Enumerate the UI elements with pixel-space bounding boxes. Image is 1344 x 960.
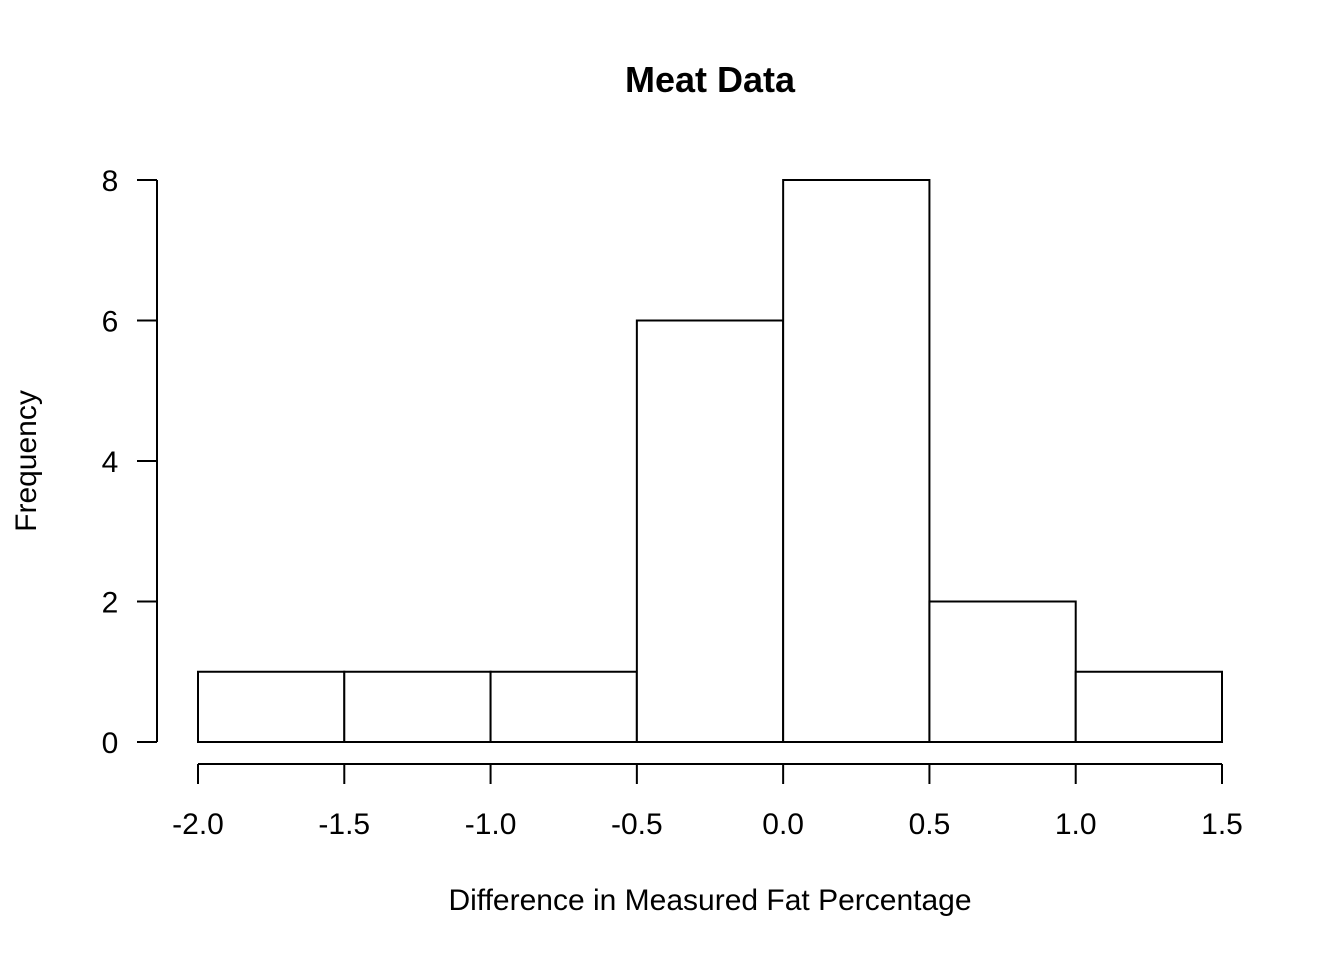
y-axis-ticks: 0 2 4 6 8 — [102, 165, 157, 760]
x-axis-ticks: -2.0 -1.5 -1.0 -0.5 0.0 0.5 1.0 1.5 — [172, 764, 1243, 841]
x-axis-label: Difference in Measured Fat Percentage — [448, 884, 971, 917]
y-axis-label: Frequency — [10, 390, 43, 532]
histogram-bar-3 — [635, 319, 785, 743]
y-tick-label-3: 6 — [102, 306, 119, 339]
y-tick-label-4: 8 — [102, 165, 119, 198]
histogram-bars — [197, 179, 1223, 743]
histogram-bar-1 — [343, 670, 492, 743]
histogram-bar-4 — [782, 179, 931, 743]
x-tick-label-4: 0.0 — [762, 808, 804, 841]
x-axis: -2.0 -1.5 -1.0 -0.5 0.0 0.5 1.0 1.5 — [172, 763, 1243, 841]
y-tick-label-2: 4 — [102, 446, 119, 479]
x-tick-label-2: -1.0 — [465, 808, 517, 841]
x-tick-label-3: -0.5 — [611, 808, 663, 841]
histogram-bar-0 — [197, 670, 346, 743]
y-axis: 0 2 4 6 8 — [102, 165, 158, 760]
x-tick-label-7: 1.5 — [1201, 808, 1243, 841]
x-tick-label-6: 1.0 — [1055, 808, 1097, 841]
x-tick-label-0: -2.0 — [172, 808, 224, 841]
histogram-bar-6 — [1074, 670, 1223, 743]
x-tick-label-1: -1.5 — [318, 808, 370, 841]
y-tick-label-1: 2 — [102, 587, 119, 620]
chart-title: Meat Data — [625, 59, 796, 100]
x-tick-label-5: 0.5 — [909, 808, 951, 841]
histogram-bar-5 — [928, 600, 1077, 743]
histogram-bar-2 — [489, 670, 638, 743]
y-tick-label-0: 0 — [102, 727, 119, 760]
